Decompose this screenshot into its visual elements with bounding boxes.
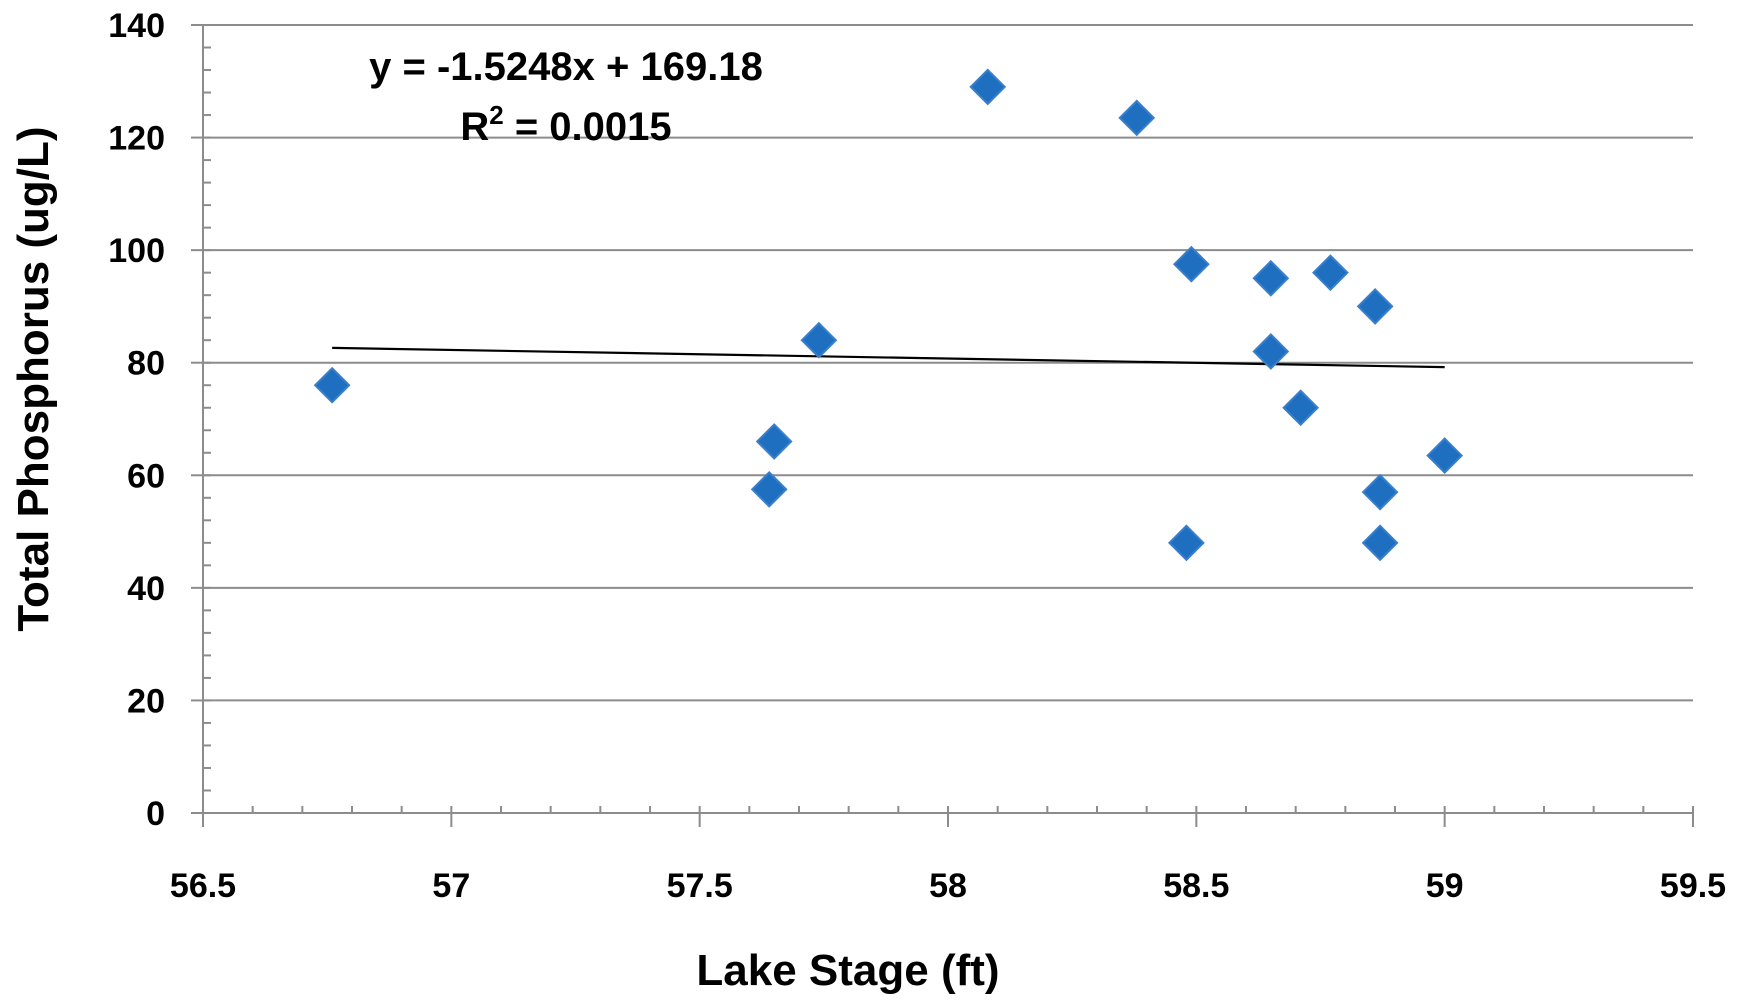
y-tick-label: 0 bbox=[146, 795, 165, 833]
data-point-diamond bbox=[755, 423, 793, 460]
r-squared-superscript: 2 bbox=[489, 100, 503, 130]
x-axis-title: Lake Stage (ft) bbox=[696, 946, 999, 995]
y-axis-title: Total Phosphorus (ug/L) bbox=[9, 126, 58, 631]
data-point-diamond bbox=[1252, 259, 1290, 297]
trendline-group bbox=[332, 346, 1445, 369]
r-squared-label: R2 = 0.0015 bbox=[460, 100, 671, 149]
data-points bbox=[313, 68, 1464, 562]
x-tick-label: 58 bbox=[929, 867, 967, 905]
data-point-diamond bbox=[1167, 524, 1205, 562]
data-point-diamond bbox=[1361, 473, 1399, 511]
trendline-equation: y = -1.5248x + 169.18 R2 = 0.0015 bbox=[369, 45, 763, 149]
data-point-diamond bbox=[1426, 437, 1464, 474]
x-tick-label: 58.5 bbox=[1163, 867, 1229, 905]
data-point-diamond bbox=[750, 470, 788, 508]
y-tick-label: 140 bbox=[108, 7, 165, 45]
x-tick-label: 59.5 bbox=[1660, 867, 1726, 905]
y-tick-label: 80 bbox=[127, 345, 165, 383]
gridlines bbox=[203, 24, 1693, 702]
tick-labels: 0 20 40 60 80 100 120 140 56.5 57 57.5 58 58.5 59 59.5 bbox=[108, 7, 1726, 905]
data-point-diamond bbox=[1172, 245, 1210, 283]
x-tick-label: 57.5 bbox=[667, 867, 733, 905]
y-tick-label: 100 bbox=[108, 232, 165, 270]
data-point-diamond bbox=[1356, 288, 1394, 325]
x-tick-label: 56.5 bbox=[170, 867, 236, 905]
data-point-diamond bbox=[969, 68, 1007, 106]
r-squared-prefix: R bbox=[460, 105, 489, 149]
axes bbox=[191, 24, 1694, 827]
equation-label: y = -1.5248x + 169.18 bbox=[369, 45, 763, 89]
y-tick-label: 60 bbox=[127, 457, 165, 495]
y-tick-label: 120 bbox=[108, 120, 165, 158]
data-point-diamond bbox=[1252, 333, 1290, 370]
data-point-diamond bbox=[1312, 254, 1349, 292]
data-point-diamond bbox=[800, 321, 838, 359]
trendline bbox=[332, 346, 1445, 369]
y-tick-label: 20 bbox=[127, 682, 165, 720]
y-tick-label: 40 bbox=[127, 570, 165, 608]
x-tick-label: 59 bbox=[1426, 867, 1464, 905]
data-point-diamond bbox=[313, 366, 351, 404]
x-tick-label: 57 bbox=[432, 867, 470, 905]
data-point-diamond bbox=[1118, 99, 1156, 137]
data-point-diamond bbox=[1361, 524, 1399, 562]
data-point-diamond bbox=[1282, 389, 1320, 427]
r-squared-value: = 0.0015 bbox=[504, 105, 672, 149]
